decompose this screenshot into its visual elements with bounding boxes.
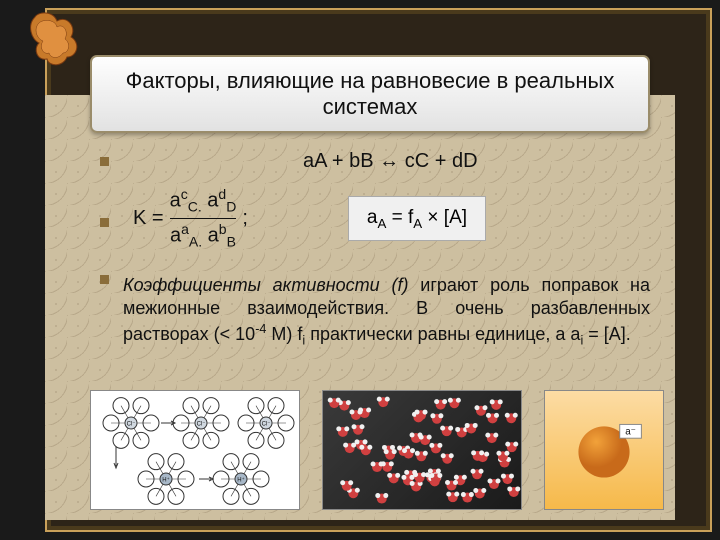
- figure-anion: a⁻: [544, 390, 664, 510]
- reaction-equation: aA + bB ↔ cC + dD: [303, 150, 478, 173]
- svg-text:a⁻: a⁻: [625, 426, 636, 437]
- content-area: aA + bB ↔ cC + dD K = acC. adD aaA. abB …: [100, 150, 650, 363]
- equilibrium-constant: K = acC. adD aaA. abB ;: [133, 187, 248, 250]
- svg-text:Cl⁻: Cl⁻: [262, 422, 271, 428]
- bullet-row-2: K = acC. adD aaA. abB ; aA = fA × [A]: [100, 187, 650, 250]
- title-panel: Факторы, влияющие на равновесие в реальн…: [90, 55, 650, 133]
- bullet-row-1: aA + bB ↔ cC + dD: [100, 150, 650, 173]
- bullet-icon: [100, 275, 109, 284]
- svg-text:H⁺: H⁺: [237, 477, 245, 484]
- paragraph: Коэффициенты активности (f) играют роль …: [123, 274, 650, 349]
- slide-title: Факторы, влияющие на равновесие в реальн…: [120, 68, 620, 121]
- k-equals: K =: [133, 207, 164, 230]
- figure-solution-model: [322, 390, 522, 510]
- leaf-decoration: [18, 10, 88, 80]
- figure-hydration-scheme: Cl⁻ Cl⁻ Cl⁻ H⁺ H⁺: [90, 390, 300, 510]
- svg-text:H⁺: H⁺: [162, 477, 170, 484]
- k-numerator: acC. adD: [170, 187, 237, 215]
- figure-row: Cl⁻ Cl⁻ Cl⁻ H⁺ H⁺ a⁻: [90, 390, 650, 510]
- bullet-row-3: Коэффициенты активности (f) играют роль …: [100, 268, 650, 349]
- paragraph-emphasis: Коэффициенты активности (f): [123, 275, 408, 295]
- k-fraction: acC. adD aaA. abB: [170, 187, 237, 250]
- bullet-icon: [100, 157, 109, 166]
- bullet-icon: [100, 218, 109, 227]
- svg-text:Cl⁻: Cl⁻: [197, 422, 206, 428]
- k-denominator: aaA. abB: [170, 222, 236, 250]
- svg-text:Cl⁻: Cl⁻: [127, 422, 136, 428]
- fraction-line: [170, 218, 237, 219]
- k-tail: ;: [242, 207, 248, 230]
- activity-definition-box: aA = fA × [A]: [348, 196, 486, 242]
